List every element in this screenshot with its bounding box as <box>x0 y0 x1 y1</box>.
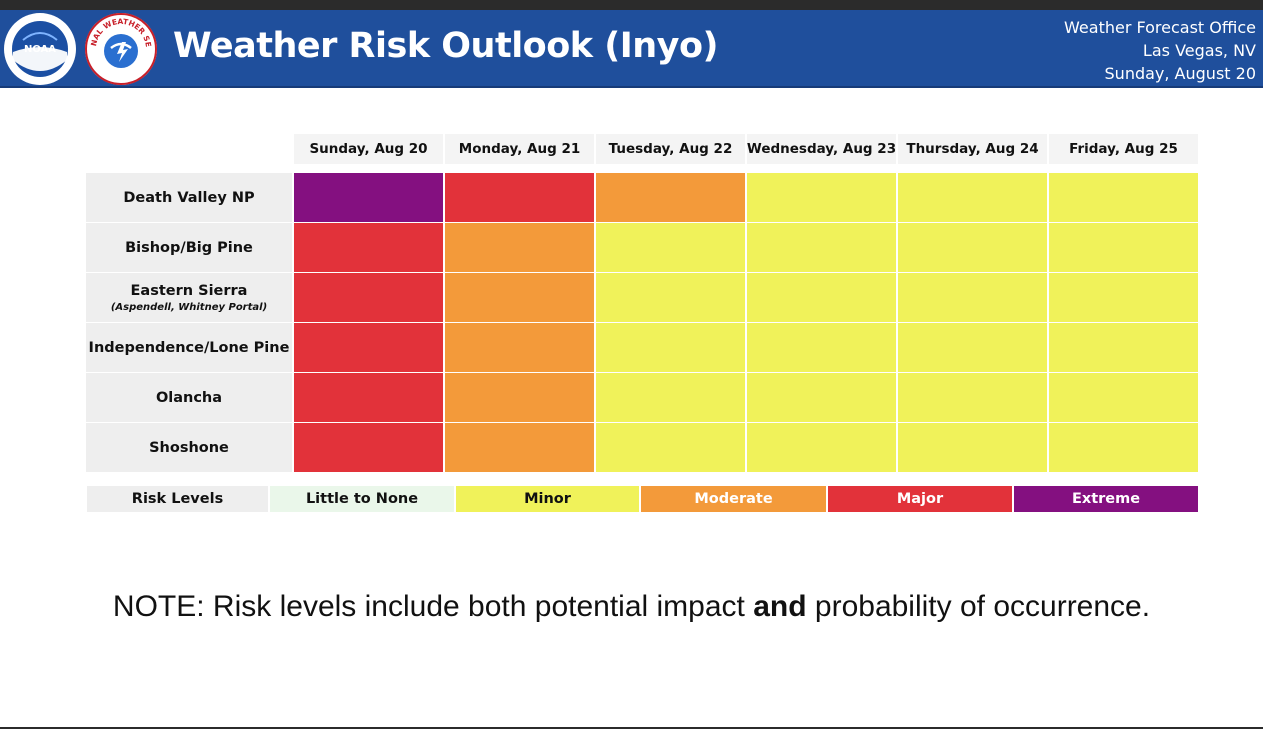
window-bottom-bar <box>0 727 1263 729</box>
row-label-text: Olancha <box>155 389 223 406</box>
risk-cell-moderate <box>445 373 594 422</box>
risk-cell-minor <box>747 223 896 272</box>
risk-cell-minor <box>898 223 1047 272</box>
risk-cell-minor <box>596 223 745 272</box>
row-label: Olancha <box>86 373 292 422</box>
risk-note: NOTE: Risk levels include both potential… <box>0 590 1263 624</box>
row-label: Independence/Lone Pine <box>86 323 292 372</box>
risk-cell-minor <box>898 273 1047 322</box>
risk-cell-extreme <box>294 173 443 222</box>
column-header: Friday, Aug 25 <box>1049 134 1198 164</box>
header-bar: NOAA NATIONAL WEATHER SERVICE Weather Ri… <box>0 10 1263 88</box>
note-prefix: NOTE: Risk levels include both potential… <box>112 590 754 623</box>
risk-cell-minor <box>747 373 896 422</box>
risk-cell-minor <box>1049 273 1198 322</box>
risk-cell-minor <box>898 423 1047 472</box>
noaa-logo-text: NOAA <box>24 44 56 55</box>
note-bold: and <box>753 590 807 623</box>
legend-item-major: Major <box>828 486 1012 512</box>
risk-cell-minor <box>747 173 896 222</box>
risk-cell-minor <box>747 423 896 472</box>
row-label-text: Independence/Lone Pine <box>88 339 290 356</box>
row-label: Death Valley NP <box>86 173 292 222</box>
row-sublabel-text: (Aspendell, Whitney Portal) <box>110 301 268 313</box>
office-name: Weather Forecast Office <box>1064 18 1256 37</box>
risk-cell-minor <box>898 373 1047 422</box>
row-label-text: Death Valley NP <box>123 189 255 206</box>
risk-cell-major <box>294 423 443 472</box>
legend-label: Risk Levels <box>87 486 268 512</box>
risk-cell-minor <box>1049 373 1198 422</box>
risk-cell-minor <box>1049 173 1198 222</box>
risk-cell-minor <box>1049 323 1198 372</box>
risk-cell-minor <box>1049 223 1198 272</box>
risk-cell-moderate <box>445 423 594 472</box>
legend-item-moderate: Moderate <box>641 486 826 512</box>
risk-table: Sunday, Aug 20 Monday, Aug 21 Tuesday, Aug… <box>86 132 1198 472</box>
office-info: Weather Forecast Office Las Vegas, NV Su… <box>1064 16 1256 85</box>
risk-cell-minor <box>898 173 1047 222</box>
row-label-text: Eastern Sierra <box>130 282 248 299</box>
risk-cell-minor <box>596 373 745 422</box>
risk-cell-major <box>294 373 443 422</box>
forecast-date: Sunday, August 20 <box>1104 64 1256 83</box>
risk-cell-minor <box>747 323 896 372</box>
nws-logo-icon: NATIONAL WEATHER SERVICE <box>84 12 157 85</box>
row-label: Bishop/Big Pine <box>86 223 292 272</box>
column-header: Thursday, Aug 24 <box>898 134 1047 164</box>
row-label: Shoshone <box>86 423 292 472</box>
column-header: Tuesday, Aug 22 <box>596 134 745 164</box>
risk-cell-major <box>294 323 443 372</box>
risk-cell-moderate <box>596 173 745 222</box>
risk-cell-major <box>294 273 443 322</box>
risk-cell-minor <box>898 323 1047 372</box>
risk-cell-major <box>445 173 594 222</box>
legend-item-minor: Minor <box>456 486 639 512</box>
risk-cell-minor <box>1049 423 1198 472</box>
column-header: Monday, Aug 21 <box>445 134 594 164</box>
risk-cell-minor <box>596 423 745 472</box>
risk-cell-minor <box>747 273 896 322</box>
risk-cell-major <box>294 223 443 272</box>
column-header: Sunday, Aug 20 <box>294 134 443 164</box>
row-label: Eastern Sierra (Aspendell, Whitney Portal… <box>86 273 292 322</box>
risk-cell-moderate <box>445 223 594 272</box>
column-header: Wednesday, Aug 23 <box>747 134 896 164</box>
legend-item-extreme: Extreme <box>1014 486 1198 512</box>
risk-cell-minor <box>596 273 745 322</box>
row-label-text: Bishop/Big Pine <box>125 239 253 256</box>
risk-cell-moderate <box>445 323 594 372</box>
legend-item-little-to-none: Little to None <box>270 486 454 512</box>
noaa-logo-icon: NOAA <box>4 13 76 85</box>
slide: NOAA NATIONAL WEATHER SERVICE Weather Ri… <box>0 10 1263 727</box>
row-label-text: Shoshone <box>149 439 229 456</box>
note-suffix: probability of occurrence. <box>806 590 1151 623</box>
risk-cell-moderate <box>445 273 594 322</box>
window-top-bar <box>0 0 1263 10</box>
office-location: Las Vegas, NV <box>1142 41 1256 60</box>
risk-cell-minor <box>596 323 745 372</box>
page-title: Weather Risk Outlook (Inyo) <box>173 26 719 66</box>
